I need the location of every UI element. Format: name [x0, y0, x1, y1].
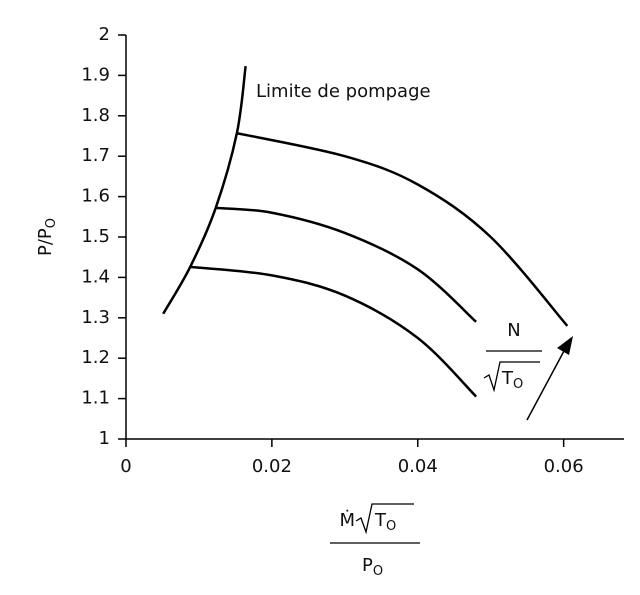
y-tick-label: 1.5: [81, 226, 110, 247]
sqrt-sign: [355, 503, 414, 535]
y-tick-label: 1.2: [81, 347, 110, 368]
curve: [236, 131, 569, 327]
y-tick-label: 1.9: [81, 64, 110, 85]
arrow-shaft: [526, 350, 565, 421]
y-tick-label: 1.4: [81, 266, 110, 287]
y-axis-label: P/PO: [35, 218, 59, 256]
y-tick-label: 1.6: [81, 186, 110, 207]
speed-numerator: N: [507, 320, 520, 341]
curve: [162, 65, 247, 315]
y-tick-label: 2: [99, 24, 110, 45]
x-label-denominator: PO: [362, 555, 383, 579]
y-tick-label: 1.1: [81, 388, 110, 409]
curve: [215, 206, 477, 323]
x-label-root: TO: [374, 510, 396, 534]
arrow-head: [557, 336, 573, 355]
curve: [190, 265, 478, 398]
speed-root: TO: [501, 368, 523, 392]
y-tick-label: 1.7: [81, 145, 110, 166]
sqrt-sign: [483, 361, 540, 393]
y-tick-label: 1.8: [81, 105, 110, 126]
surge-annotation: Limite de pompage: [256, 81, 431, 102]
x-tick-label: 0.02: [252, 456, 292, 477]
x-tick-label: 0.06: [544, 456, 584, 477]
y-tick-label: 1.3: [81, 307, 110, 328]
x-tick-label: 0: [120, 456, 131, 477]
x-label-numerator: Ṁ: [339, 510, 355, 531]
y-tick-label: 1: [99, 428, 110, 449]
x-tick-label: 0.04: [398, 456, 438, 477]
